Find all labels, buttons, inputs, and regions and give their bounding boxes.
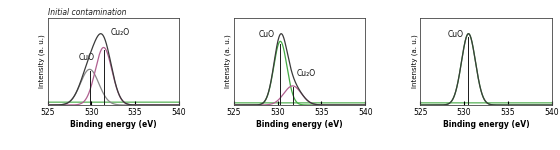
Y-axis label: Intensity (a. u.): Intensity (a. u.): [225, 35, 231, 88]
Text: Cu₂O: Cu₂O: [297, 69, 316, 78]
Y-axis label: Intensity (a. u.): Intensity (a. u.): [411, 35, 418, 88]
X-axis label: Binding energy (eV): Binding energy (eV): [256, 120, 343, 129]
Y-axis label: Intensity (a. u.): Intensity (a. u.): [38, 35, 45, 88]
Text: CuO: CuO: [258, 30, 274, 39]
Text: CuO: CuO: [79, 53, 95, 62]
Text: CuO: CuO: [448, 30, 464, 39]
Text: Initial contamination: Initial contamination: [48, 8, 126, 17]
X-axis label: Binding energy (eV): Binding energy (eV): [442, 120, 529, 129]
Text: Cu₂O: Cu₂O: [111, 28, 130, 37]
X-axis label: Binding energy (eV): Binding energy (eV): [70, 120, 157, 129]
